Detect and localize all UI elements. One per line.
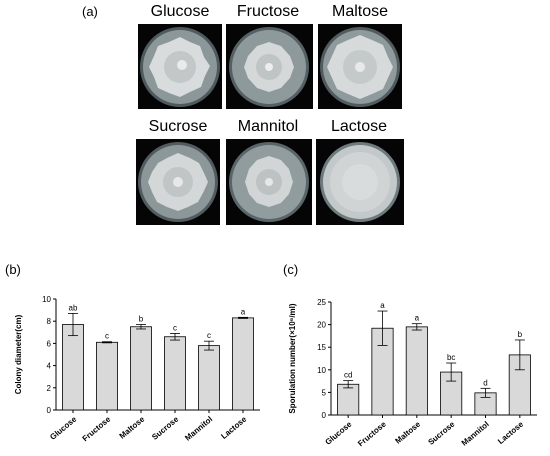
sporulation-number-chart: 0 5 10 15 20 25 Sporulation number(×10⁶/ml) cd G… <box>288 298 537 448</box>
plate-maltose-image <box>318 24 402 109</box>
significance-letter: b <box>518 330 523 339</box>
y-tick-label: 0 <box>47 406 52 415</box>
significance-letter: d <box>483 378 487 387</box>
category-label: Fructose <box>356 419 388 448</box>
y-tick-label: 5 <box>322 388 327 397</box>
bar-glucose <box>337 383 360 416</box>
category-label: Sucrose <box>150 414 180 442</box>
plate-title-maltose: Maltose <box>331 3 389 20</box>
panel-a-label: (a) <box>82 4 98 19</box>
plate-title-glucose: Glucose <box>150 3 210 20</box>
plate-title-mannitol: Mannitol <box>237 118 299 135</box>
y-axis-label: Colony diameter(cm) <box>14 314 23 394</box>
bar-lactose <box>232 317 254 411</box>
plate-title-fructose: Fructose <box>236 3 300 20</box>
category-label: Mannitol <box>183 415 214 443</box>
significance-letter: c <box>105 332 109 341</box>
plate-sucrose-image <box>136 139 220 225</box>
y-tick-label: 20 <box>317 321 326 330</box>
significance-letter: a <box>380 301 385 310</box>
category-label: Glucose <box>323 419 353 447</box>
y-tick-label: 4 <box>47 362 52 371</box>
plate-fructose-image <box>226 24 313 109</box>
significance-letter: cd <box>344 371 352 380</box>
category-label: Maltose <box>118 414 147 440</box>
plate-glucose-image <box>138 24 222 109</box>
plate-title-lactose: Lactose <box>330 118 388 135</box>
plate-mannitol-image <box>226 139 312 225</box>
panel-c-label: (c) <box>283 262 299 277</box>
y-tick-label: 2 <box>47 384 52 393</box>
y-tick-label: 15 <box>317 343 326 352</box>
y-axis-label: Sporulation number(×10⁶/ml) <box>288 303 297 413</box>
y-tick-label: 25 <box>317 298 326 307</box>
y-tick-label: 6 <box>47 339 52 348</box>
bar-sucrose <box>164 336 186 411</box>
significance-letter: ab <box>69 303 78 312</box>
category-label: Sucrose <box>426 419 456 447</box>
bar-mannitol <box>198 345 220 411</box>
panel-b-label: (b) <box>5 262 21 277</box>
significance-letter: a <box>241 307 246 316</box>
plate-lactose-image <box>316 139 404 225</box>
bar-maltose <box>405 326 428 416</box>
significance-letter: c <box>173 323 177 332</box>
significance-letter: bc <box>447 353 455 362</box>
y-tick-label: 10 <box>317 366 326 375</box>
plate-title-sucrose: Sucrose <box>148 118 208 135</box>
category-label: Lactose <box>496 419 525 446</box>
significance-letter: a <box>415 314 420 323</box>
bar-fructose <box>96 341 118 411</box>
bar-maltose <box>130 326 152 411</box>
category-label: Mannitol <box>460 420 491 448</box>
category-label: Fructose <box>81 414 113 443</box>
category-label: Glucose <box>48 414 78 442</box>
bar-glucose <box>62 324 84 411</box>
category-label: Maltose <box>394 419 423 445</box>
y-tick-label: 10 <box>42 295 51 304</box>
significance-letter: b <box>139 315 144 324</box>
category-label: Lactose <box>219 414 248 441</box>
significance-letter: c <box>207 331 211 340</box>
y-tick-label: 0 <box>322 411 327 420</box>
y-tick-label: 8 <box>47 317 52 326</box>
